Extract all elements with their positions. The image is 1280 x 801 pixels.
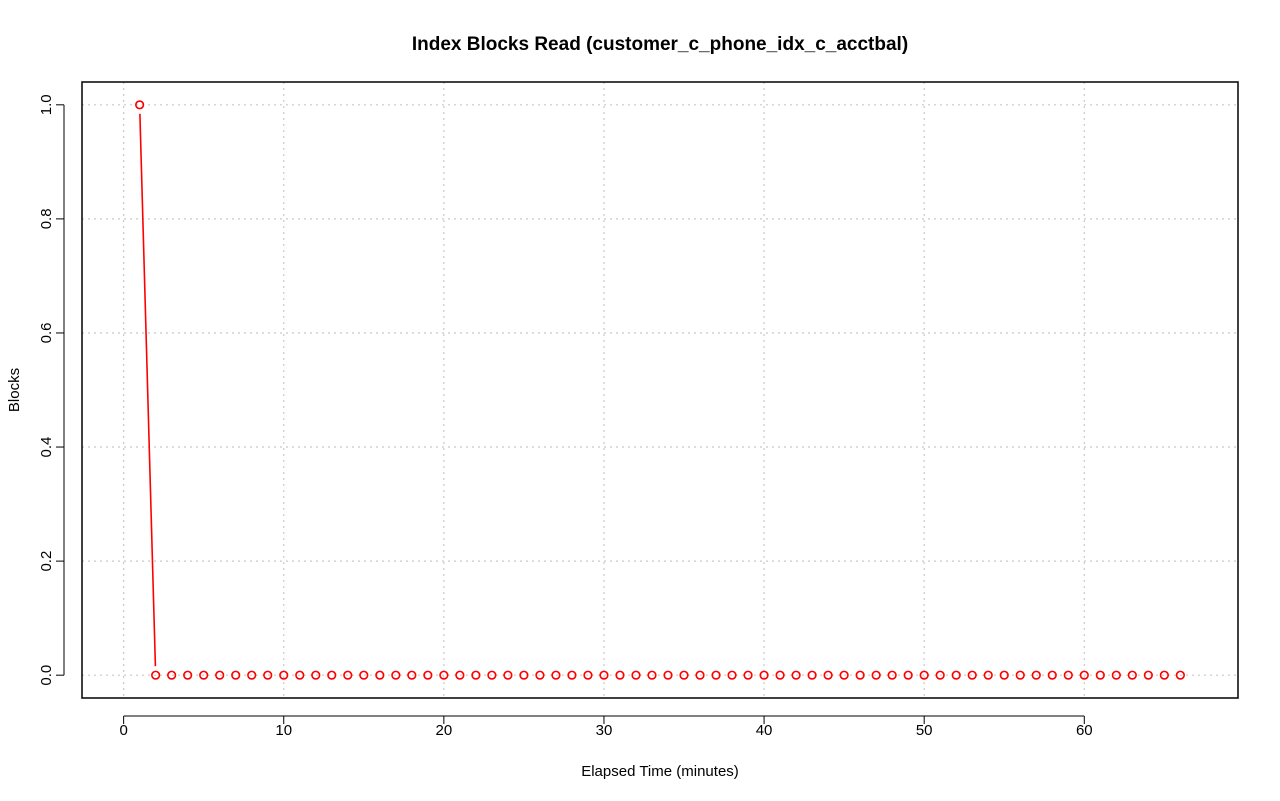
data-point (423, 670, 433, 680)
y-axis-label: Blocks (6, 368, 23, 412)
plot-frame (81, 81, 1239, 699)
data-point (1095, 670, 1105, 680)
data-point (583, 670, 593, 680)
data-point (759, 670, 769, 680)
data-point (151, 670, 161, 680)
data-point (743, 670, 753, 680)
data-point (535, 670, 545, 680)
data-point (199, 670, 209, 680)
data-point (775, 670, 785, 680)
x-tick-label: 10 (275, 722, 292, 739)
data-point (503, 670, 513, 680)
data-point (279, 670, 289, 680)
x-tick-label: 50 (916, 722, 933, 739)
x-axis: 0 10 20 30 40 50 60 (119, 715, 1093, 739)
x-axis-label: Elapsed Time (minutes) (581, 763, 739, 780)
data-point (487, 670, 497, 680)
data-point (567, 670, 577, 680)
data-point (807, 670, 817, 680)
y-tick-label: 1.0 (38, 94, 55, 115)
data-point (599, 670, 609, 680)
data-point (183, 670, 193, 680)
x-tick-label: 0 (119, 722, 127, 739)
y-tick-label: 0.2 (38, 551, 55, 572)
data-point (215, 670, 225, 680)
x-tick-label: 60 (1076, 722, 1093, 739)
data-point (391, 670, 401, 680)
data-point (1063, 670, 1073, 680)
data-point (1111, 670, 1121, 680)
data-point (631, 670, 641, 680)
data-point (951, 670, 961, 680)
chart-title: Index Blocks Read (customer_c_phone_idx_… (412, 34, 908, 55)
data-point (407, 670, 417, 680)
data-point (1143, 670, 1153, 680)
data-point (343, 670, 353, 680)
data-point (983, 670, 993, 680)
y-axis: 0.0 0.2 0.4 0.6 0.8 1.0 (38, 94, 65, 686)
data-point (327, 670, 337, 680)
x-tick-label: 20 (436, 722, 453, 739)
data-point (359, 670, 369, 680)
data-point (663, 670, 673, 680)
data-point (919, 670, 929, 680)
data-point (935, 670, 945, 680)
y-tick-label: 0.4 (38, 437, 55, 458)
data-point (615, 670, 625, 680)
y-tick-label: 0.0 (38, 665, 55, 686)
data-point (375, 670, 385, 680)
data-point (791, 670, 801, 680)
data-point (999, 670, 1009, 680)
data-point (695, 670, 705, 680)
data-point (519, 670, 529, 680)
data-point (1127, 670, 1137, 680)
data-point (1031, 670, 1041, 680)
data-point (1047, 670, 1057, 680)
grid (82, 82, 1238, 698)
data-point (295, 670, 305, 680)
data-point (711, 670, 721, 680)
data-point (727, 670, 737, 680)
data-point (1015, 670, 1025, 680)
y-tick-label: 0.8 (38, 208, 55, 229)
data-point (887, 670, 897, 680)
data-point (903, 670, 913, 680)
data-point (839, 670, 849, 680)
x-tick-label: 40 (756, 722, 773, 739)
data-point (1175, 670, 1185, 680)
data-point (855, 670, 865, 680)
data-point (823, 670, 833, 680)
data-point (247, 670, 257, 680)
data-point (263, 670, 273, 680)
data-point (311, 670, 321, 680)
data-point (167, 670, 177, 680)
series-layer (135, 100, 1185, 680)
data-point (455, 670, 465, 680)
data-point (135, 100, 145, 110)
data-point (551, 670, 561, 680)
data-point (647, 670, 657, 680)
data-point (439, 670, 449, 680)
data-point (1079, 670, 1089, 680)
data-point (1159, 670, 1169, 680)
data-point (231, 670, 241, 680)
data-point (679, 670, 689, 680)
y-tick-label: 0.6 (38, 323, 55, 344)
data-point (471, 670, 481, 680)
x-tick-label: 30 (596, 722, 613, 739)
data-point (967, 670, 977, 680)
series-line-segment (139, 113, 157, 667)
data-point (871, 670, 881, 680)
